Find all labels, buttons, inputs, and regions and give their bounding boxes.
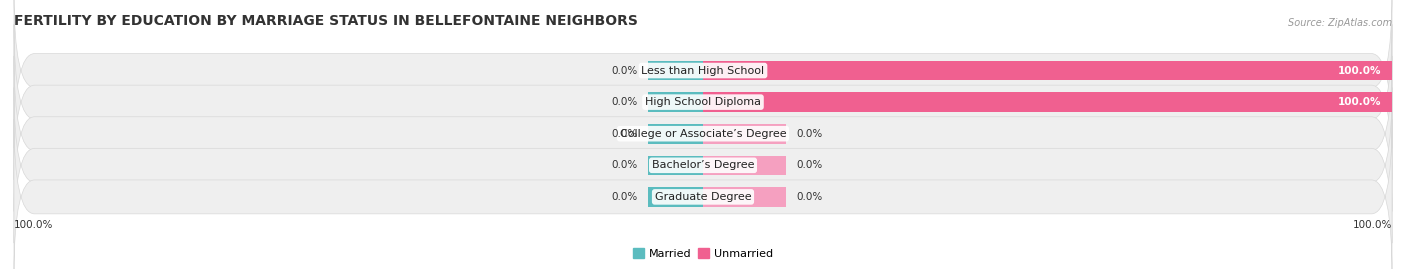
Text: 100.0%: 100.0% — [14, 220, 53, 230]
Bar — [648, 92, 703, 112]
Text: FERTILITY BY EDUCATION BY MARRIAGE STATUS IN BELLEFONTAINE NEIGHBORS: FERTILITY BY EDUCATION BY MARRIAGE STATU… — [14, 14, 638, 28]
Bar — [703, 187, 786, 207]
Text: Bachelor’s Degree: Bachelor’s Degree — [652, 160, 754, 170]
Legend: Married, Unmarried: Married, Unmarried — [628, 244, 778, 263]
Text: Less than High School: Less than High School — [641, 66, 765, 76]
FancyBboxPatch shape — [14, 87, 1392, 243]
Text: 0.0%: 0.0% — [796, 192, 823, 202]
Text: 100.0%: 100.0% — [1339, 97, 1382, 107]
Text: 0.0%: 0.0% — [612, 66, 637, 76]
Text: College or Associate’s Degree: College or Associate’s Degree — [620, 129, 786, 139]
Text: 100.0%: 100.0% — [1339, 66, 1382, 76]
Bar — [648, 155, 703, 175]
FancyBboxPatch shape — [14, 119, 1392, 269]
Text: 0.0%: 0.0% — [612, 97, 637, 107]
Bar — [703, 92, 1392, 112]
Text: 0.0%: 0.0% — [612, 192, 637, 202]
Bar — [703, 61, 1392, 80]
Text: 0.0%: 0.0% — [796, 129, 823, 139]
Text: Source: ZipAtlas.com: Source: ZipAtlas.com — [1288, 18, 1392, 28]
Text: 100.0%: 100.0% — [1353, 220, 1392, 230]
Bar — [648, 187, 703, 207]
Text: Graduate Degree: Graduate Degree — [655, 192, 751, 202]
Bar — [703, 155, 786, 175]
Bar — [648, 124, 703, 143]
Text: High School Diploma: High School Diploma — [645, 97, 761, 107]
Text: 0.0%: 0.0% — [612, 160, 637, 170]
Bar — [703, 124, 786, 143]
FancyBboxPatch shape — [14, 0, 1392, 148]
Text: 0.0%: 0.0% — [796, 160, 823, 170]
FancyBboxPatch shape — [14, 56, 1392, 211]
FancyBboxPatch shape — [14, 24, 1392, 180]
Bar — [648, 61, 703, 80]
Text: 0.0%: 0.0% — [612, 129, 637, 139]
